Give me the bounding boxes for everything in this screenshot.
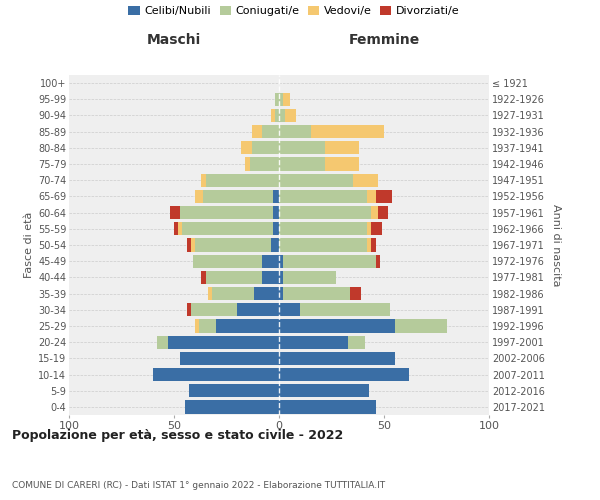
Bar [376,190,392,203]
Bar [208,287,212,300]
Bar [279,206,371,220]
Bar [300,303,390,316]
Bar [168,336,279,349]
Legend: Celibi/Nubili, Coniugati/e, Vedovi/e, Divorziati/e: Celibi/Nubili, Coniugati/e, Vedovi/e, Di… [128,6,460,16]
Bar [271,238,279,252]
Bar [202,270,205,284]
Bar [283,287,350,300]
Bar [279,254,283,268]
Bar [254,287,279,300]
Bar [283,92,290,106]
Bar [199,320,216,332]
Bar [371,222,382,235]
Bar [187,303,191,316]
Bar [237,303,279,316]
Bar [325,158,359,170]
Bar [279,92,283,106]
Bar [367,222,371,235]
Bar [252,125,262,138]
Bar [279,368,409,381]
Bar [279,287,283,300]
Bar [283,254,376,268]
Bar [286,109,296,122]
Bar [279,320,395,332]
Bar [279,336,348,349]
Bar [250,158,279,170]
Bar [203,190,272,203]
Bar [212,287,254,300]
Bar [195,190,203,203]
Bar [241,141,252,154]
Bar [279,352,395,365]
Bar [245,158,250,170]
Bar [205,174,279,187]
Bar [378,206,388,220]
Bar [279,222,367,235]
Bar [262,254,279,268]
Bar [279,270,283,284]
Bar [279,303,300,316]
Bar [185,400,279,413]
Bar [279,125,311,138]
Bar [271,109,275,122]
Bar [262,270,279,284]
Bar [279,190,367,203]
Text: Femmine: Femmine [349,34,419,48]
Bar [279,141,325,154]
Bar [174,222,178,235]
Text: Popolazione per età, sesso e stato civile - 2022: Popolazione per età, sesso e stato civil… [12,430,343,442]
Bar [371,206,378,220]
Bar [191,238,195,252]
Bar [279,400,376,413]
Bar [395,320,447,332]
Bar [279,158,325,170]
Bar [367,190,376,203]
Bar [371,238,376,252]
Bar [202,174,205,187]
Y-axis label: Anni di nascita: Anni di nascita [551,204,562,286]
Bar [348,336,365,349]
Bar [275,109,279,122]
Text: COMUNE DI CARERI (RC) - Dati ISTAT 1° gennaio 2022 - Elaborazione TUTTITALIA.IT: COMUNE DI CARERI (RC) - Dati ISTAT 1° ge… [12,481,385,490]
Bar [272,206,279,220]
Bar [189,384,279,398]
Bar [279,384,369,398]
Bar [170,206,181,220]
Bar [350,287,361,300]
Bar [279,238,367,252]
Bar [353,174,378,187]
Bar [193,254,262,268]
Bar [187,238,191,252]
Bar [262,125,279,138]
Bar [311,125,384,138]
Bar [252,141,279,154]
Bar [325,141,359,154]
Bar [272,222,279,235]
Bar [195,320,199,332]
Bar [205,270,262,284]
Bar [279,174,353,187]
Bar [157,336,168,349]
Bar [283,270,336,284]
Bar [195,238,271,252]
Bar [367,238,371,252]
Bar [182,222,272,235]
Text: Maschi: Maschi [147,34,201,48]
Bar [191,303,237,316]
Bar [153,368,279,381]
Bar [216,320,279,332]
Bar [376,254,380,268]
Bar [181,206,272,220]
Bar [272,190,279,203]
Bar [279,109,286,122]
Bar [178,222,182,235]
Y-axis label: Fasce di età: Fasce di età [23,212,34,278]
Bar [275,92,279,106]
Bar [181,352,279,365]
